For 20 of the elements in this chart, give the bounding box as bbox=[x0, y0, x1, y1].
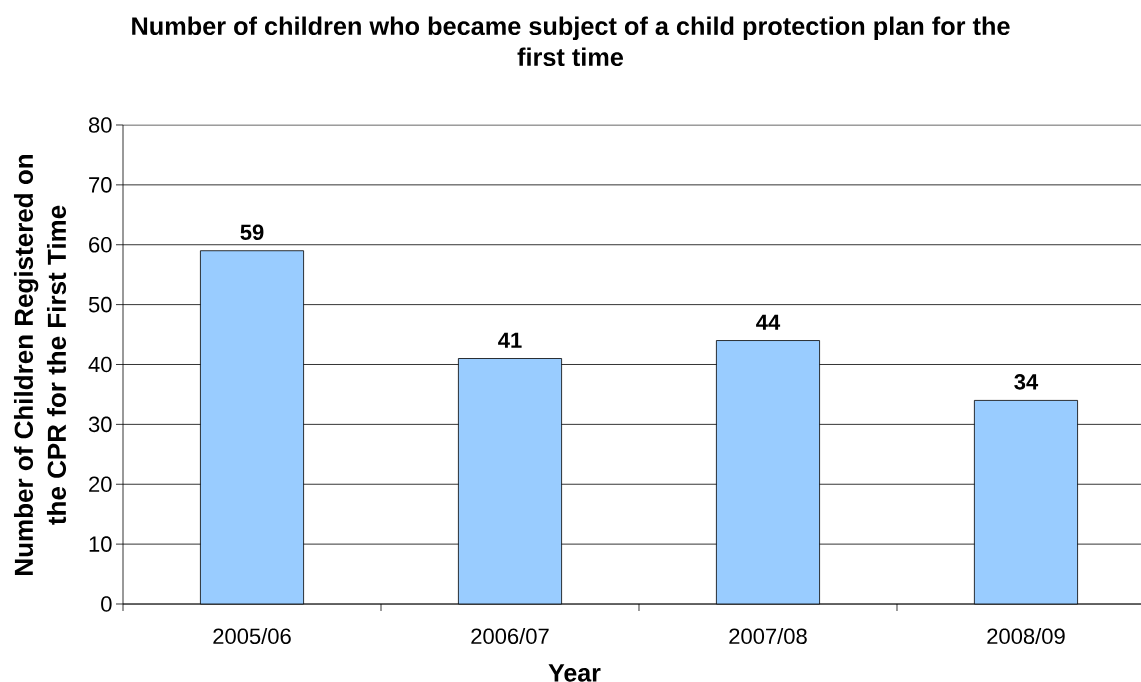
x-tick-label: 2006/07 bbox=[471, 627, 549, 645]
data-label: 44 bbox=[756, 314, 781, 330]
y-tick-label: 0 bbox=[101, 596, 112, 612]
y-tick-label: 60 bbox=[89, 236, 112, 253]
x-tick-label: 2008/09 bbox=[987, 627, 1065, 645]
data-label: 41 bbox=[498, 332, 522, 348]
x-axis-title: Year bbox=[548, 664, 601, 682]
x-tick-label: 2005/06 bbox=[213, 627, 291, 645]
y-tick-label: 30 bbox=[88, 416, 112, 433]
y-tick-label: 40 bbox=[88, 356, 112, 373]
y-tick-label: 80 bbox=[88, 117, 112, 133]
y-tick-label: 50 bbox=[88, 296, 112, 313]
data-label: 59 bbox=[240, 224, 264, 240]
x-tick-label: 2007/08 bbox=[729, 627, 807, 645]
y-tick-label: 70 bbox=[89, 177, 112, 193]
y-axis-title: Number of Children Registered on the CPR for the First Time bbox=[13, 154, 67, 575]
y-tick-label: 10 bbox=[89, 536, 112, 552]
y-tick-label: 20 bbox=[89, 476, 112, 493]
chart-title: Number of children who became subject of a child protection plan for the first time bbox=[132, 16, 1010, 67]
data-label: 34 bbox=[1014, 374, 1039, 390]
